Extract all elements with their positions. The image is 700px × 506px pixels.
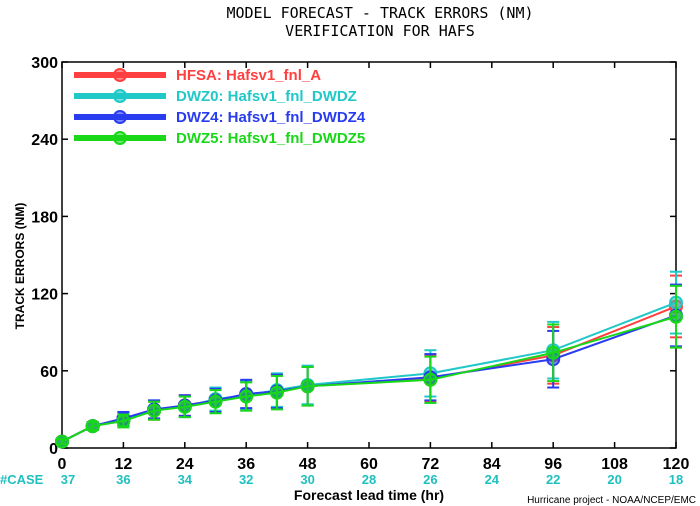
series-line xyxy=(61,305,677,443)
case-count: 20 xyxy=(607,472,621,487)
case-count: 24 xyxy=(485,472,500,487)
data-point xyxy=(269,385,284,400)
legend: HFSA: Hafsv1_fnl_A DWZ0: Hafsv1_fnl_DWDZ D… xyxy=(74,67,366,147)
series-line xyxy=(61,301,677,443)
x-tick-label: 12 xyxy=(115,456,133,473)
x-tick-label: 120 xyxy=(663,456,690,473)
y-tick-label: 240 xyxy=(31,132,58,149)
x-tick-label: 72 xyxy=(422,456,440,473)
legend-marker xyxy=(113,68,127,82)
x-tick-label: 48 xyxy=(299,456,317,473)
case-count-label: #CASE xyxy=(0,472,44,487)
x-tick-label: 36 xyxy=(237,456,255,473)
chart-title: MODEL FORECAST - TRACK ERRORS (NM) xyxy=(226,4,533,22)
data-point xyxy=(239,389,254,404)
case-count: 32 xyxy=(239,472,253,487)
credit-text: Hurricane project - NOAA/NCEP/EMC xyxy=(527,495,696,506)
y-tick-label: 0 xyxy=(49,441,58,458)
data-point xyxy=(546,345,561,360)
data-point xyxy=(177,399,192,414)
y-tick-label: 180 xyxy=(31,209,58,226)
case-count: 28 xyxy=(362,472,376,487)
data-point xyxy=(85,419,100,434)
series-3 xyxy=(55,284,683,449)
y-tick-label: 300 xyxy=(31,55,58,72)
x-tick-label: 0 xyxy=(58,456,67,473)
case-count: 30 xyxy=(300,472,314,487)
y-axis-label: TRACK ERRORS (NM) xyxy=(13,203,27,330)
case-count: 34 xyxy=(178,472,193,487)
y-axis: 0 60 120 180 240 300 xyxy=(31,55,676,458)
data-point xyxy=(55,434,69,449)
legend-marker xyxy=(113,89,127,103)
series-0 xyxy=(55,274,683,449)
x-tick-label: 96 xyxy=(544,456,562,473)
case-count: 26 xyxy=(423,472,437,487)
legend-label: DWZ0: Hafsv1_fnl_DWDZ xyxy=(176,88,357,105)
series-1 xyxy=(55,270,683,449)
x-tick-label: 108 xyxy=(601,456,628,473)
case-count: 22 xyxy=(546,472,560,487)
y-tick-label: 60 xyxy=(40,364,58,381)
data-point xyxy=(300,379,315,394)
series-group xyxy=(55,270,683,449)
case-count: 37 xyxy=(61,472,75,487)
x-tick-label: 60 xyxy=(360,456,378,473)
data-point xyxy=(116,413,131,428)
legend-label: DWZ5: Hafsv1_fnl_DWDZ5 xyxy=(176,130,365,147)
x-tick-label: 84 xyxy=(483,456,501,473)
x-tick-label: 24 xyxy=(176,456,194,473)
chart-subtitle: VERIFICATION FOR HAFS xyxy=(285,22,475,40)
case-counts: 37 36 34 32 30 28 26 24 22 20 18 xyxy=(61,472,683,487)
case-count: 36 xyxy=(116,472,130,487)
case-count: 18 xyxy=(669,472,683,487)
legend-label: DWZ4: Hafsv1_fnl_DWDZ4 xyxy=(176,109,366,126)
data-point xyxy=(669,309,683,324)
y-tick-label: 120 xyxy=(31,287,58,304)
legend-marker xyxy=(113,131,127,145)
data-point xyxy=(423,372,438,387)
data-point xyxy=(147,403,162,418)
data-point xyxy=(208,394,223,409)
x-axis-label: Forecast lead time (hr) xyxy=(294,487,444,503)
legend-marker xyxy=(113,110,127,124)
series-2 xyxy=(55,283,683,449)
legend-label: HFSA: Hafsv1_fnl_A xyxy=(176,67,321,84)
